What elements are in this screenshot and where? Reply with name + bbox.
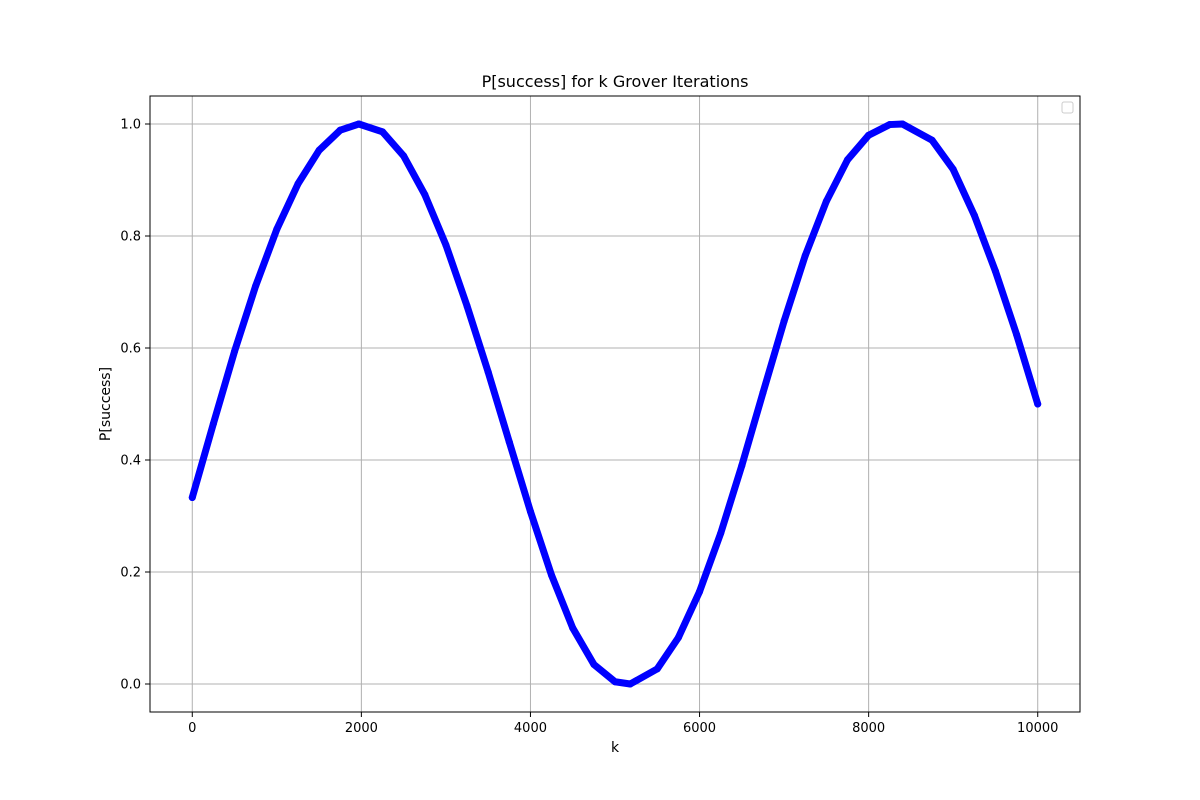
y-tick-label: 0.6 xyxy=(120,342,141,357)
x-axis-label: k xyxy=(611,740,620,756)
data-point xyxy=(273,225,281,233)
data-point xyxy=(548,571,556,579)
data-point xyxy=(484,368,492,376)
data-point xyxy=(696,588,704,596)
x-tick-label: 4000 xyxy=(514,721,547,736)
data-point xyxy=(355,120,363,128)
data-point xyxy=(231,347,239,355)
ticks: 0 2000 4000 6000 8000 10000 0.0 0.2 0.4 0.6 0.8 1.0 xyxy=(120,118,1058,737)
data-point xyxy=(949,165,957,173)
data-point xyxy=(1013,331,1021,339)
x-tick-label: 10000 xyxy=(1017,721,1058,736)
data-point xyxy=(505,438,513,446)
data-point xyxy=(822,197,830,205)
data-point xyxy=(188,494,196,502)
data-point xyxy=(780,317,788,325)
data-point xyxy=(738,462,746,470)
data-point xyxy=(1034,400,1042,408)
data-point xyxy=(400,152,408,160)
data-point xyxy=(991,267,999,275)
data-point xyxy=(421,191,429,199)
x-tick-label: 6000 xyxy=(683,721,716,736)
data-point xyxy=(611,678,619,686)
data-point xyxy=(590,660,598,668)
data-point xyxy=(315,146,323,154)
y-tick-label: 0.8 xyxy=(120,230,141,245)
x-tick-label: 2000 xyxy=(345,721,378,736)
y-axis-label: P[success] xyxy=(98,367,114,441)
x-tick-label: 0 xyxy=(188,721,196,736)
y-tick-label: 0.0 xyxy=(120,678,141,693)
data-point xyxy=(970,211,978,219)
data-point xyxy=(626,680,634,688)
series-layer xyxy=(188,120,1042,688)
data-point xyxy=(569,624,577,632)
data-point xyxy=(886,121,894,129)
data-point xyxy=(442,241,450,249)
data-point xyxy=(928,136,936,144)
plot-frame xyxy=(149,95,1081,713)
y-tick-label: 0.2 xyxy=(120,566,141,581)
data-point xyxy=(801,252,809,260)
data-point xyxy=(252,282,260,290)
data-point xyxy=(526,508,534,516)
data-point xyxy=(865,131,873,139)
y-tick-label: 1.0 xyxy=(120,118,141,133)
data-point xyxy=(336,126,344,134)
data-point xyxy=(379,128,386,136)
data-point xyxy=(294,180,302,188)
data-point xyxy=(759,389,767,397)
x-tick-label: 8000 xyxy=(852,721,885,736)
data-point xyxy=(674,634,682,642)
data-point xyxy=(844,156,851,164)
data-point xyxy=(898,120,906,128)
data-point xyxy=(653,665,661,673)
chart-title: P[success] for k Grover Iterations xyxy=(482,72,749,91)
legend-box xyxy=(1061,101,1074,114)
data-point xyxy=(717,529,725,537)
data-point xyxy=(463,302,471,310)
data-point xyxy=(209,420,217,428)
y-tick-label: 0.4 xyxy=(120,454,141,469)
